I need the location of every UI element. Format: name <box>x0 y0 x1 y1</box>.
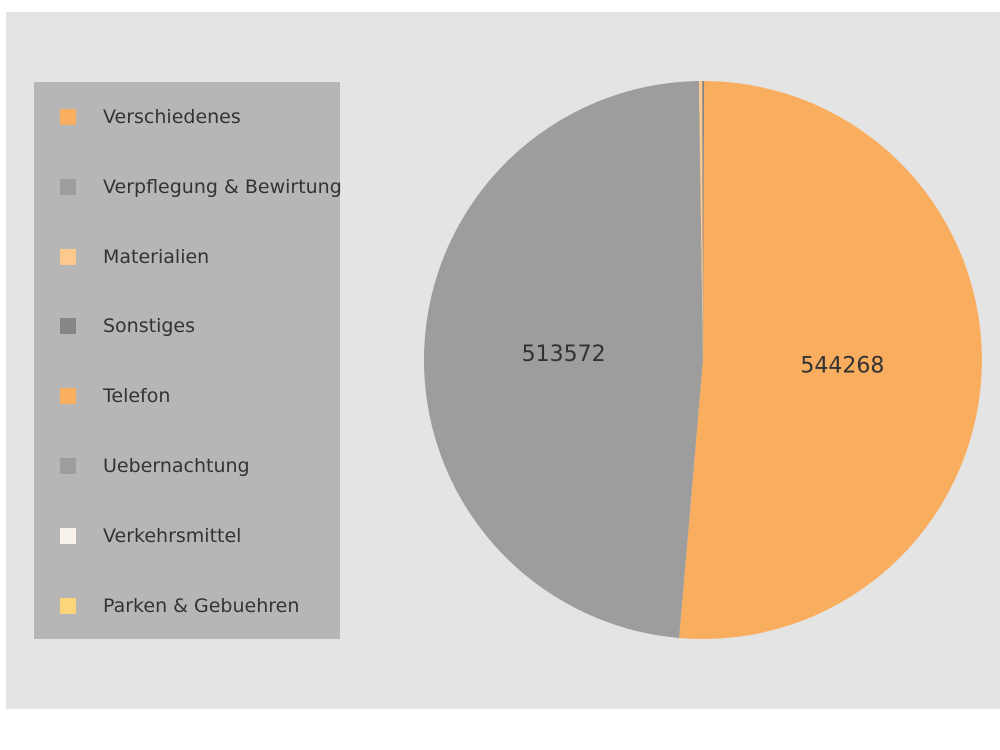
legend-item[interactable]: Verpflegung & Bewirtung <box>34 172 342 202</box>
pie-slice[interactable] <box>698 81 703 360</box>
legend-swatch <box>60 527 76 544</box>
legend-item[interactable]: Verschiedenes <box>34 102 340 132</box>
legend-label: Uebernachtung <box>103 455 250 477</box>
legend-swatch <box>60 597 76 614</box>
legend-label: Sonstiges <box>103 315 196 338</box>
legend-label: Parken & Gebuehren <box>103 594 300 617</box>
slice-value-label: 544268 <box>800 353 884 378</box>
pie-slice[interactable] <box>423 81 703 638</box>
legend-item[interactable]: Parken & Gebuehren <box>34 591 340 621</box>
legend-swatch <box>60 109 76 125</box>
legend-label: Verschiedenes <box>103 106 241 128</box>
legend-item[interactable]: Verkehrsmittel <box>34 521 340 551</box>
legend-swatch <box>60 178 76 195</box>
pie-slice[interactable] <box>679 81 982 639</box>
legend-label: Verkehrsmittel <box>103 524 242 547</box>
legend-swatch <box>60 388 76 405</box>
legend-label: Telefon <box>103 385 171 408</box>
legend-item[interactable]: Materialien <box>34 242 340 272</box>
legend-label: Materialien <box>103 245 210 268</box>
legend-swatch <box>60 318 76 335</box>
legend-swatch <box>60 248 76 265</box>
legend-item[interactable]: Telefon <box>34 381 340 411</box>
legend-item[interactable]: Sonstiges <box>34 311 340 341</box>
slice-value-label: 513572 <box>522 342 606 367</box>
legend-swatch <box>60 458 76 474</box>
legend: Verschiedenes Verpflegung & Bewirtung Mate… <box>34 82 342 639</box>
legend-label: Verpflegung & Bewirtung <box>103 175 342 198</box>
pie-slice[interactable] <box>702 80 705 360</box>
legend-item[interactable]: Uebernachtung <box>34 451 340 481</box>
